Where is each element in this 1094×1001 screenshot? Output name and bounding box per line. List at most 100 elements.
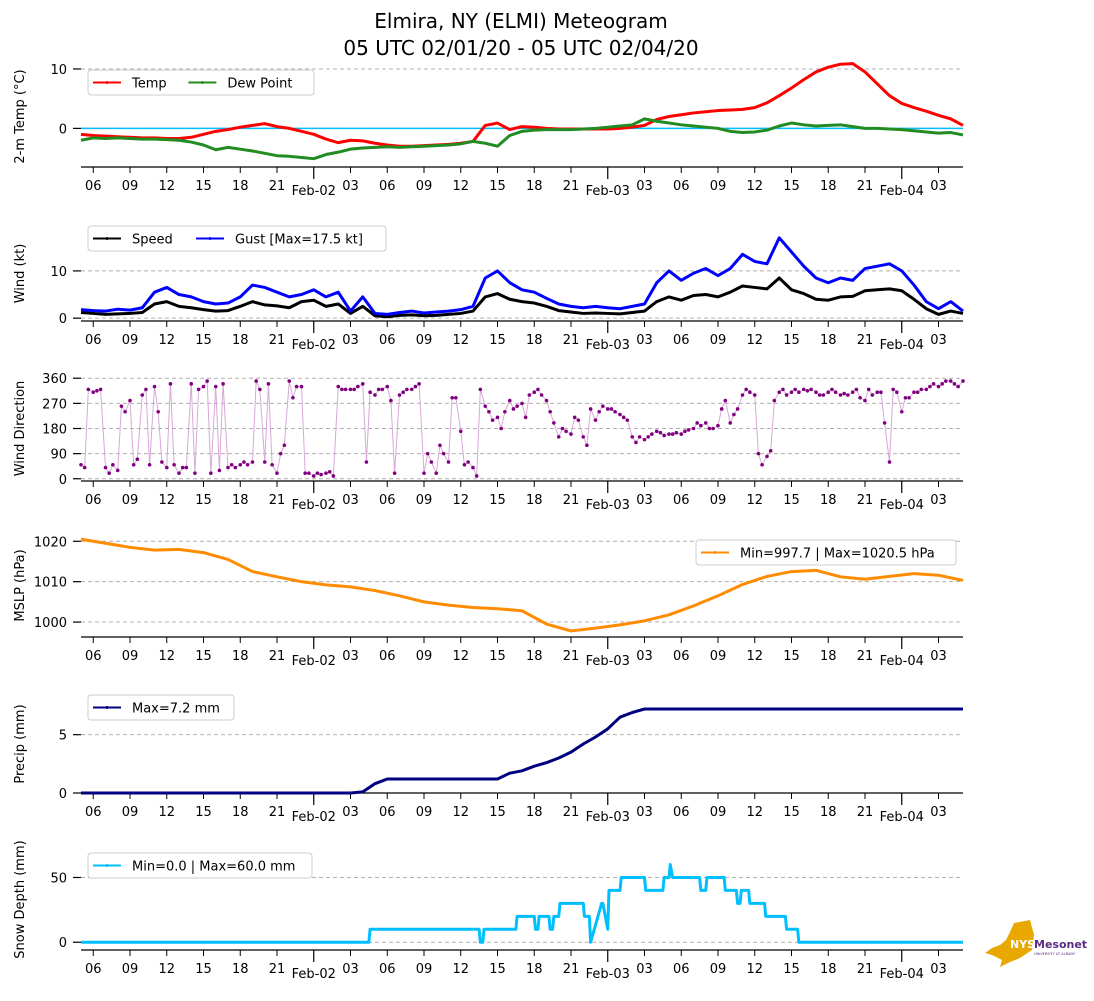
x-tick-label: 15	[783, 179, 800, 194]
wind-direction-point	[380, 387, 385, 392]
y-axis-label: MSLP (hPa)	[13, 549, 28, 621]
y-tick-label: 0	[59, 936, 67, 951]
legend-label: Min=0.0 | Max=60.0 mm	[132, 860, 295, 875]
legend-label: Gust [Max=17.5 kt]	[235, 233, 363, 248]
wind-direction-point	[961, 379, 965, 383]
x-tick-label: 03	[342, 179, 359, 194]
x-tick-label: 18	[820, 333, 837, 348]
wind-direction-point	[956, 384, 960, 389]
wind-direction-point	[781, 387, 785, 392]
wind-direction-point	[319, 472, 323, 477]
legend-box	[695, 539, 957, 566]
wind-direction-point	[131, 463, 136, 467]
wind-direction-point	[275, 471, 279, 475]
wind-direction-point	[303, 471, 307, 475]
x-tick-label: 15	[489, 649, 506, 664]
legend-marker	[713, 551, 717, 554]
wind-direction-point	[944, 379, 948, 383]
wind-direction-point	[817, 393, 822, 397]
x-tick-label: 21	[269, 962, 286, 977]
x-tick-label: 21	[563, 333, 580, 348]
panel-precip: 0 5 Precip (mm) 06 09 12 15 18 21 03 06 09 12 15 18 21 0…	[13, 694, 963, 825]
x-tick-label: 06	[85, 962, 102, 977]
x-tick-label: 09	[416, 649, 433, 664]
wind-direction-point	[147, 463, 152, 467]
series-snow-0	[81, 863, 963, 944]
wind-direction-point	[429, 460, 434, 464]
wind-direction-point	[164, 465, 169, 470]
y-axis-label: Snow Depth (mm)	[13, 840, 28, 958]
wind-direction-point	[858, 395, 862, 400]
x-date-label: Feb-03	[586, 654, 630, 669]
x-tick-label: 06	[673, 649, 690, 664]
series-temp-0	[80, 62, 964, 148]
x-tick-label: 09	[710, 649, 727, 664]
wind-direction-point	[789, 390, 794, 394]
x-tick-label: 18	[820, 493, 837, 508]
x-tick-label: 06	[673, 962, 690, 977]
wind-direction-point	[601, 404, 605, 408]
series-temp-1	[80, 117, 964, 161]
wind-direction-point	[360, 382, 365, 386]
y-tick-label: 270	[42, 397, 67, 412]
x-tick-label: 06	[673, 493, 690, 508]
x-tick-label: 18	[526, 962, 543, 977]
wind-direction-point	[343, 387, 348, 392]
x-tick-label: 12	[158, 493, 175, 508]
wind-direction-point	[797, 390, 801, 394]
x-tick-label: 21	[563, 805, 580, 820]
wind-direction-point	[91, 390, 96, 394]
x-tick-label: 12	[452, 179, 469, 194]
x-date-label: Feb-04	[880, 338, 924, 353]
x-tick-label: 21	[269, 649, 286, 664]
x-tick-label: 12	[452, 333, 469, 348]
wind-direction-point	[474, 474, 479, 478]
wind-direction-point	[572, 415, 577, 420]
wind-direction-point	[291, 395, 295, 400]
wind-direction-point	[356, 384, 360, 389]
x-tick-label: 09	[122, 649, 139, 664]
wind-direction-point	[233, 465, 238, 470]
y-tick-label: 5	[59, 729, 67, 744]
y-tick-label: 360	[42, 372, 67, 387]
wind-direction-point	[425, 451, 430, 456]
legend-label: Min=997.7 | Max=1020.5 hPa	[740, 547, 935, 562]
x-tick-label: 21	[857, 179, 874, 194]
legend-marker	[208, 237, 212, 240]
wind-direction-point	[748, 390, 752, 394]
x-tick-label: 18	[232, 179, 249, 194]
x-date-label: Feb-03	[586, 184, 630, 199]
legend-marker	[105, 237, 109, 240]
x-tick-label: 15	[783, 649, 800, 664]
x-tick-label: 15	[489, 962, 506, 977]
y-axis-label: Wind (kt)	[13, 244, 28, 304]
y-axis-label: Precip (mm)	[13, 704, 28, 783]
wind-direction-point	[838, 393, 843, 397]
wind-direction-point	[507, 398, 512, 403]
wind-direction-point	[882, 421, 887, 425]
wind-direction-point	[352, 387, 356, 392]
wind-direction-point	[331, 474, 336, 478]
wind-direction-point	[895, 390, 899, 394]
wind-direction-point	[777, 390, 782, 394]
legend-marker	[105, 81, 109, 84]
wind-direction-point	[466, 460, 470, 464]
wind-direction-point	[217, 468, 222, 473]
legend-mslp: Min=997.7 | Max=1020.5 hPa	[695, 539, 957, 566]
x-tick-label: 12	[158, 649, 175, 664]
x-tick-label: 03	[636, 493, 653, 508]
y-axis-label: 2-m Temp (°C)	[13, 69, 28, 163]
wind-direction-point	[527, 393, 532, 397]
wind-direction-point	[887, 460, 892, 464]
wind-direction-point	[483, 404, 488, 408]
wind-direction-point	[931, 382, 936, 386]
x-tick-label: 12	[746, 962, 763, 977]
x-tick-label: 09	[416, 805, 433, 820]
wind-direction-point	[128, 398, 132, 403]
y-tick-label: 0	[59, 122, 67, 137]
wind-direction-point	[667, 432, 671, 436]
wind-direction-point	[609, 407, 614, 411]
wind-direction-point	[213, 384, 218, 389]
wind-direction-point	[593, 418, 598, 422]
